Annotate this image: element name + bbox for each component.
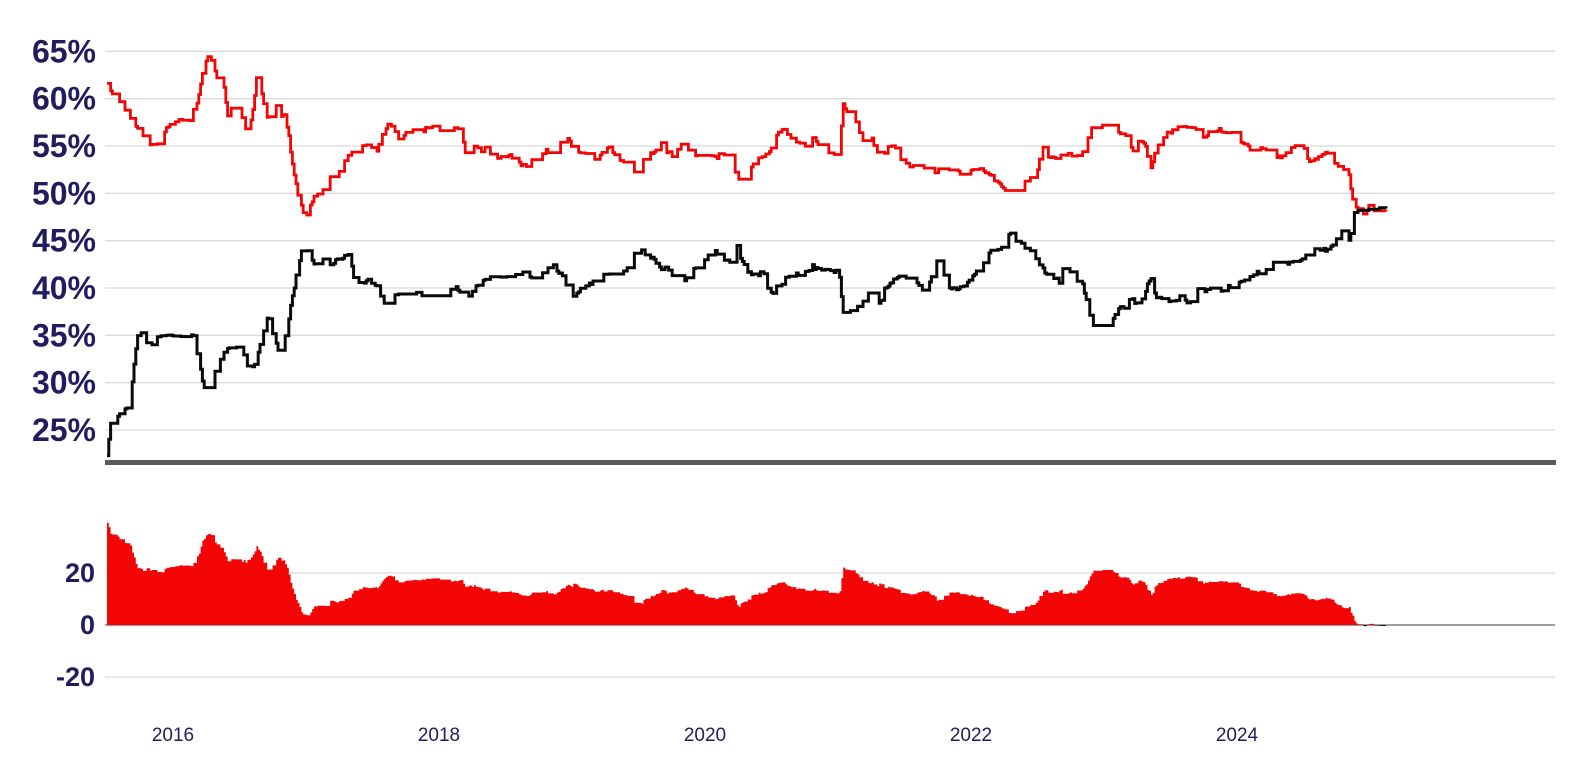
y-tick-label: 65% [32,33,96,69]
black-line [107,206,1388,458]
top-panel-gridlines [105,50,1555,431]
y-tick-label: 55% [32,128,96,164]
y-tick-label: 0 [80,610,95,640]
y-tick-label: 40% [32,270,96,306]
y-tick-label: 60% [32,81,96,117]
bottom-panel-y-axis-labels: 20 0 -20 [56,558,95,692]
y-tick-label: 50% [32,175,96,211]
red-line [107,55,1388,217]
x-tick-label: 2022 [950,725,992,746]
y-tick-label: -20 [56,662,95,692]
y-tick-label: 35% [32,317,96,353]
spread-positive-area [107,522,1386,625]
top-panel-y-axis-labels: 65% 60% 55% 50% 45% 40% 35% 30% 25% [32,33,96,448]
y-tick-label: 30% [32,365,96,401]
y-tick-label: 45% [32,223,96,259]
y-tick-label: 25% [32,412,96,448]
y-tick-label: 20 [65,558,95,588]
x-tick-label: 2024 [1216,725,1259,746]
x-tick-label: 2018 [418,725,460,746]
x-tick-label: 2020 [684,725,726,746]
x-axis-labels: 2016 2018 2020 2022 2024 [152,725,1259,746]
axis-baseline [105,460,1556,465]
x-tick-label: 2016 [152,725,194,746]
